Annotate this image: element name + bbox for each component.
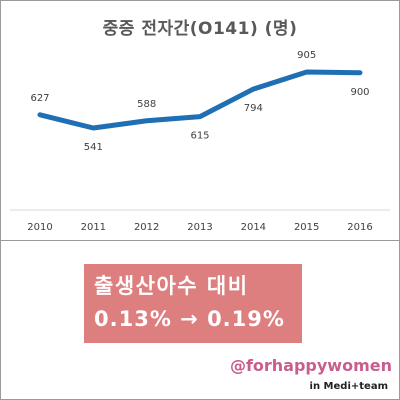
x-tick-layer: 2010 2011 2012 2013 2014 2015 2016 xyxy=(27,222,372,233)
x-tick-label: 2011 xyxy=(81,222,106,233)
data-label: 905 xyxy=(297,50,316,61)
x-tick-label: 2015 xyxy=(294,222,319,233)
series-layer xyxy=(37,69,363,131)
banner-line-2: 0.13% → 0.19% xyxy=(94,307,285,331)
chart-title: 중증 전자간(O141) (명) xyxy=(102,19,298,39)
data-label: 615 xyxy=(190,131,209,142)
data-label: 588 xyxy=(137,99,156,110)
x-tick-label: 2012 xyxy=(134,222,159,233)
brand-signature: in Medi+team xyxy=(309,381,388,392)
data-label: 627 xyxy=(30,93,49,104)
ratio-banner: 출생산아수 대비 0.13% → 0.19% xyxy=(84,264,302,343)
banner-line-1: 출생산아수 대비 xyxy=(94,274,249,298)
series-line xyxy=(37,69,363,131)
x-tick-label: 2010 xyxy=(27,222,52,233)
data-label: 541 xyxy=(84,142,103,153)
x-tick-label: 2014 xyxy=(241,222,266,233)
section-divider xyxy=(0,240,400,241)
social-handle: @forhappywomen xyxy=(229,356,392,375)
data-label: 794 xyxy=(244,103,263,114)
data-label: 900 xyxy=(350,87,369,98)
x-tick-label: 2016 xyxy=(347,222,372,233)
x-tick-label: 2013 xyxy=(187,222,212,233)
data-label-layer: 627 541 588 615 794 905 900 xyxy=(30,50,369,153)
